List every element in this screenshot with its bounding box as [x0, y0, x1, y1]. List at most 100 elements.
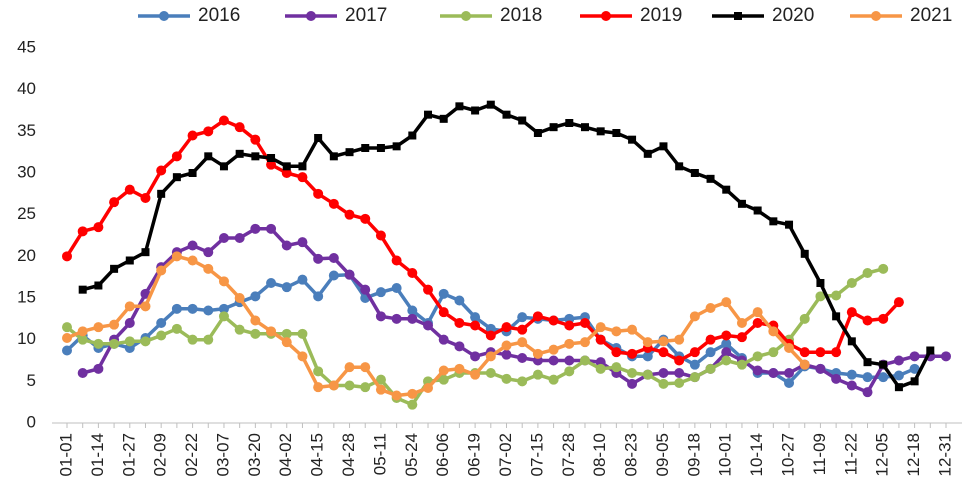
marker [863, 358, 872, 367]
marker [203, 126, 214, 137]
marker [611, 362, 622, 373]
marker [407, 268, 418, 278]
marker [862, 387, 873, 398]
y-tick-label: 5 [27, 371, 36, 390]
marker [461, 11, 471, 21]
marker [140, 193, 151, 203]
y-tick-label: 45 [17, 37, 36, 56]
marker [486, 100, 495, 109]
marker [642, 337, 653, 348]
legend-label: 2021 [910, 5, 952, 26]
marker [893, 370, 904, 381]
x-tick-label: 12-05 [873, 433, 892, 476]
marker [438, 334, 449, 345]
marker [187, 130, 198, 141]
marker [752, 318, 763, 328]
marker [454, 363, 465, 374]
marker [658, 378, 669, 389]
marker [689, 311, 700, 322]
marker [768, 347, 779, 358]
marker [313, 188, 324, 199]
marker [909, 351, 920, 362]
marker [705, 347, 716, 358]
marker [752, 351, 763, 362]
marker [721, 330, 732, 341]
marker [250, 223, 261, 234]
marker [910, 377, 919, 386]
x-tick-label: 01-27 [119, 433, 138, 476]
marker [281, 282, 292, 293]
marker [485, 368, 496, 378]
marker [831, 290, 842, 301]
marker [674, 378, 685, 388]
marker [109, 197, 120, 208]
marker [203, 305, 214, 316]
marker [407, 388, 418, 399]
marker [941, 351, 951, 362]
marker [62, 251, 72, 262]
marker [799, 313, 810, 324]
marker [485, 351, 496, 362]
marker [306, 11, 316, 21]
marker [424, 110, 433, 119]
y-tick-label: 30 [17, 162, 36, 181]
marker [235, 149, 244, 158]
marker [187, 303, 198, 314]
marker [234, 324, 245, 335]
marker [93, 322, 104, 333]
marker [124, 336, 135, 347]
marker [375, 230, 386, 241]
marker [502, 110, 511, 119]
marker [439, 114, 448, 123]
marker [297, 351, 308, 362]
marker [548, 315, 559, 326]
marker [628, 135, 637, 144]
marker [471, 106, 480, 115]
x-tick-label: 02-09 [151, 433, 170, 476]
legend-label: 2017 [345, 5, 387, 26]
marker [642, 351, 653, 362]
marker [218, 276, 229, 287]
marker [250, 315, 261, 326]
marker [251, 152, 260, 161]
marker [375, 374, 386, 385]
marker [548, 355, 559, 366]
marker [77, 326, 88, 337]
marker [785, 220, 794, 229]
marker [871, 11, 881, 21]
marker [862, 268, 873, 278]
marker [313, 253, 324, 264]
x-tick-label: 01-14 [88, 433, 107, 476]
marker [564, 320, 575, 331]
marker [218, 311, 229, 322]
marker [408, 131, 417, 140]
marker [344, 380, 355, 391]
marker [706, 174, 715, 183]
marker [172, 173, 181, 182]
legend-label: 2016 [198, 5, 240, 26]
marker [297, 328, 308, 339]
marker [345, 148, 354, 157]
marker [93, 338, 104, 349]
marker [533, 129, 542, 137]
marker [438, 374, 449, 385]
marker [705, 303, 716, 313]
marker [361, 144, 370, 152]
x-tick-label: 07-28 [559, 433, 578, 476]
marker [454, 295, 465, 306]
marker [501, 373, 512, 384]
marker [328, 198, 339, 209]
marker [564, 338, 575, 349]
y-tick-label: 20 [17, 246, 36, 265]
marker [470, 369, 481, 380]
marker [156, 165, 167, 176]
marker [800, 249, 809, 258]
marker [579, 318, 590, 328]
marker [455, 102, 464, 111]
marker [721, 338, 732, 349]
marker [722, 185, 731, 194]
marker [846, 380, 857, 391]
x-tick-label: 03-07 [213, 433, 232, 476]
marker [736, 359, 747, 370]
marker [344, 269, 355, 280]
